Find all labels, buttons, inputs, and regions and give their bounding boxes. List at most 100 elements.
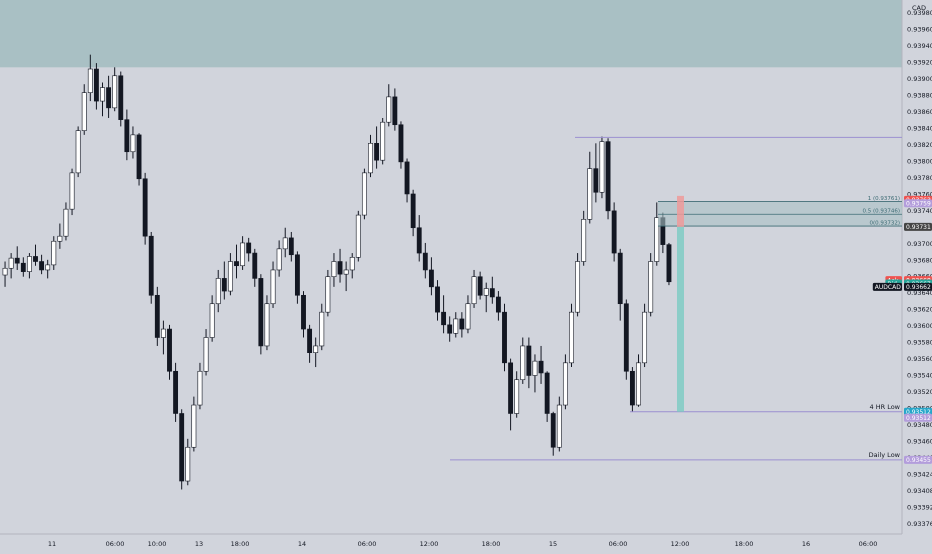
candle-body [623, 303, 629, 372]
candle-body [617, 252, 623, 305]
x-tick-label: 12:00 [420, 540, 439, 548]
candle [63, 202, 69, 241]
candle [361, 168, 367, 220]
y-tick-label: 0.93520 [907, 388, 932, 396]
candle [57, 223, 63, 249]
candle-body [629, 370, 635, 406]
candle-body [666, 244, 672, 283]
candle [428, 257, 434, 296]
fib-zone[interactable] [658, 201, 902, 227]
candle-body [215, 278, 221, 305]
candle-body [447, 324, 453, 334]
daily-low-label: Daily Low [869, 451, 901, 459]
y-tick-label: 0.93376 [907, 520, 932, 528]
candle-body [301, 294, 306, 330]
price-badge: 0.93512 [904, 413, 932, 422]
candle-body [337, 261, 343, 275]
candle [532, 354, 538, 393]
candle-body [435, 286, 440, 313]
y-tick-label: 0.93740 [907, 207, 932, 215]
candle [435, 280, 440, 321]
candle [282, 227, 288, 258]
resistance-zone [0, 0, 902, 68]
candle-body [100, 87, 105, 102]
candle-body [93, 68, 99, 102]
candle [404, 158, 410, 203]
candle [142, 172, 148, 245]
candle-body [562, 362, 568, 406]
y-tick-label: 0.93480 [907, 421, 932, 429]
y-tick-label: 0.93640 [907, 289, 932, 297]
y-tick-label: 0.93580 [907, 339, 932, 347]
candle-body [392, 96, 398, 126]
price-badge: 0.93662 AUDCAD [872, 282, 932, 291]
y-tick-label: 0.93820 [907, 141, 932, 149]
y-tick-label: 0.93424 [907, 471, 932, 479]
candle-body [453, 318, 459, 334]
candle [288, 231, 294, 262]
candle-body [270, 269, 276, 305]
x-tick-label: 11 [48, 540, 56, 548]
candle-body [240, 242, 246, 267]
candle [45, 259, 51, 279]
candle [587, 151, 593, 224]
candle-body [221, 278, 227, 292]
candle-body [575, 261, 581, 313]
y-tick-label: 0.93760 [907, 190, 932, 198]
candle-body [179, 413, 185, 482]
candle [422, 242, 428, 279]
candle-body [252, 252, 258, 279]
candle [441, 295, 447, 334]
candle-body [605, 141, 611, 212]
y-tick-label: 0.93680 [907, 256, 932, 264]
fib-label: 0(0.93732) [869, 221, 900, 227]
candle [154, 286, 160, 346]
candle [179, 409, 185, 490]
position-stop-zone[interactable] [677, 195, 684, 227]
candle [39, 254, 45, 275]
candle [617, 248, 623, 321]
y-tick-label: 0.93408 [907, 487, 932, 495]
candle-body [20, 262, 26, 272]
y-tick-label: 0.93840 [907, 124, 932, 132]
candle-body [489, 288, 495, 298]
y-tick-label: 0.93960 [907, 25, 932, 33]
fib-label: 1 (0.93761) [868, 196, 900, 202]
x-tick-label: 14 [298, 540, 306, 548]
candle [629, 367, 635, 412]
candle-body [368, 143, 373, 174]
candle [410, 189, 416, 237]
price-badge: 0.93455 [904, 455, 932, 464]
candle [453, 312, 459, 338]
candle-body [26, 256, 32, 272]
position-target-zone[interactable] [677, 226, 684, 412]
candle-body [288, 237, 294, 256]
candle-body [45, 264, 51, 271]
candle [355, 210, 361, 262]
candle-body [167, 328, 172, 372]
candle-body [173, 370, 179, 414]
candle-body [51, 240, 57, 266]
candle [447, 316, 453, 342]
y-tick-label: 0.93980 [907, 9, 932, 17]
candle-body [246, 242, 252, 254]
candle-body [477, 276, 483, 296]
candle-body [276, 248, 282, 271]
candle-body [282, 237, 288, 250]
candle-body [130, 134, 136, 153]
candle [160, 320, 166, 355]
candle [8, 253, 14, 279]
fib-label: 0.5 (0.93746) [862, 209, 900, 215]
x-tick-label: 06:00 [358, 540, 377, 548]
candle [520, 337, 526, 384]
candle [307, 324, 313, 363]
candle [337, 248, 343, 283]
candle-body [465, 303, 471, 330]
price-badge-value: 0.93759 [906, 201, 931, 208]
candle [465, 295, 471, 334]
candle [611, 202, 617, 262]
x-tick-label: 15 [549, 540, 557, 548]
y-tick-label: 0.93940 [907, 42, 932, 50]
